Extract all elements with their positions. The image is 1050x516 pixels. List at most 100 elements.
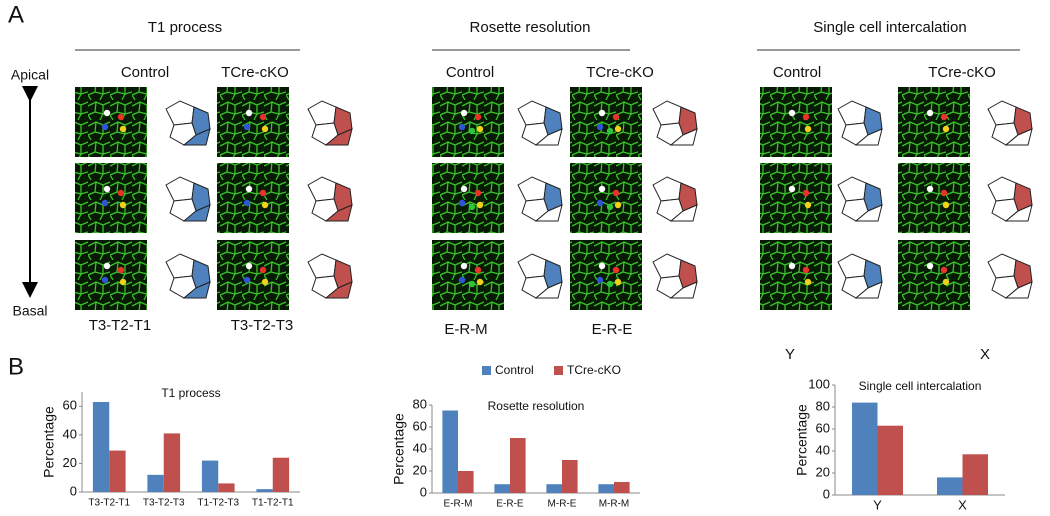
cell-marker xyxy=(103,185,111,193)
legend-label: Control xyxy=(495,363,534,377)
y-axis-label: Percentage xyxy=(391,413,407,485)
y-tick-label: 80 xyxy=(413,396,427,411)
bar xyxy=(109,450,126,492)
bar xyxy=(442,410,458,493)
cell-diagram xyxy=(307,100,337,126)
side-label: Apical xyxy=(11,67,49,83)
x-tick-label: E-R-M xyxy=(444,499,473,510)
bar xyxy=(614,482,630,493)
micrograph xyxy=(432,87,504,157)
x-tick-label: M-R-M xyxy=(599,499,630,510)
x-tick-label: X xyxy=(958,497,967,511)
cell-marker xyxy=(474,113,482,121)
cell-marker xyxy=(245,185,253,193)
cell-diagram xyxy=(652,253,682,279)
cell-marker xyxy=(259,266,267,274)
cell-diagram xyxy=(534,281,563,299)
y-tick-label: 20 xyxy=(413,462,427,477)
cell-diagram xyxy=(517,253,547,279)
cell-marker xyxy=(598,109,606,117)
cell-marker xyxy=(614,201,622,209)
cell-diagram xyxy=(854,204,883,222)
cell-marker xyxy=(596,199,604,207)
cell-marker xyxy=(468,280,476,288)
group-title: Single cell intercalation xyxy=(813,19,966,36)
bar xyxy=(562,460,578,493)
cell-marker xyxy=(606,203,614,211)
chart-title: Single cell intercalation xyxy=(859,379,982,393)
cell-diagram xyxy=(987,253,1017,279)
micrograph xyxy=(217,87,289,157)
condition-label: TCre-cKO xyxy=(928,64,996,81)
group-title: Rosette resolution xyxy=(470,19,591,36)
micrograph xyxy=(570,163,642,233)
micrograph xyxy=(570,240,642,310)
cell-diagram xyxy=(165,176,195,202)
pattern-label: T3-T2-T1 xyxy=(89,317,152,334)
cell-marker xyxy=(103,262,111,270)
cell-marker xyxy=(612,113,620,121)
cell-marker xyxy=(612,189,620,197)
cell-marker xyxy=(119,201,127,209)
cell-diagram xyxy=(669,281,698,299)
cell-marker xyxy=(460,262,468,270)
cell-marker xyxy=(458,276,466,284)
cell-marker xyxy=(119,125,127,133)
bar xyxy=(962,454,988,495)
cell-diagram xyxy=(517,176,547,202)
cell-marker xyxy=(261,278,269,286)
cell-marker xyxy=(804,278,812,286)
x-tick-label: M-R-E xyxy=(548,499,577,510)
bar xyxy=(937,477,963,495)
cell-marker xyxy=(261,201,269,209)
y-tick-label: 40 xyxy=(816,442,830,457)
legend-swatch xyxy=(554,366,563,375)
micrograph xyxy=(75,163,147,233)
group-title: T1 process xyxy=(148,19,222,36)
cell-diagram xyxy=(669,128,698,146)
cell-diagram xyxy=(182,204,211,222)
cell-marker xyxy=(942,278,950,286)
cell-marker xyxy=(474,189,482,197)
cell-diagram xyxy=(324,128,353,146)
cell-diagram xyxy=(1004,128,1033,146)
y-tick-label: 60 xyxy=(63,398,77,413)
micrograph xyxy=(570,87,642,157)
cell-marker xyxy=(598,262,606,270)
cell-marker xyxy=(598,185,606,193)
cell-diagram xyxy=(1004,204,1033,222)
bar xyxy=(256,489,273,492)
cell-marker xyxy=(940,189,948,197)
pattern-label: T3-T2-T3 xyxy=(231,317,294,334)
micrograph xyxy=(898,87,970,157)
micrograph xyxy=(760,87,832,157)
y-tick-label: 100 xyxy=(808,376,830,391)
cell-diagram xyxy=(324,281,353,299)
cell-diagram xyxy=(652,176,682,202)
cell-diagram xyxy=(837,100,867,126)
bar xyxy=(92,402,110,492)
condition-label: Control xyxy=(121,64,169,81)
cell-diagram xyxy=(534,128,563,146)
bar xyxy=(852,402,878,495)
cell-marker xyxy=(596,123,604,131)
cell-marker xyxy=(243,276,251,284)
cell-diagram xyxy=(182,128,211,146)
cell-diagram xyxy=(534,204,563,222)
micrograph xyxy=(432,163,504,233)
micrograph xyxy=(75,240,147,310)
cell-marker xyxy=(259,113,267,121)
bar xyxy=(546,484,562,493)
cell-marker xyxy=(788,262,796,270)
bar xyxy=(201,460,219,492)
y-tick-label: 60 xyxy=(816,420,830,435)
cell-marker xyxy=(606,280,614,288)
cell-diagram xyxy=(324,204,353,222)
cell-diagram xyxy=(307,176,337,202)
cell-marker xyxy=(101,123,109,131)
condition-label: TCre-cKO xyxy=(221,64,289,81)
cell-diagram xyxy=(669,204,698,222)
cell-marker xyxy=(460,185,468,193)
cell-marker xyxy=(119,278,127,286)
cell-diagram xyxy=(837,176,867,202)
